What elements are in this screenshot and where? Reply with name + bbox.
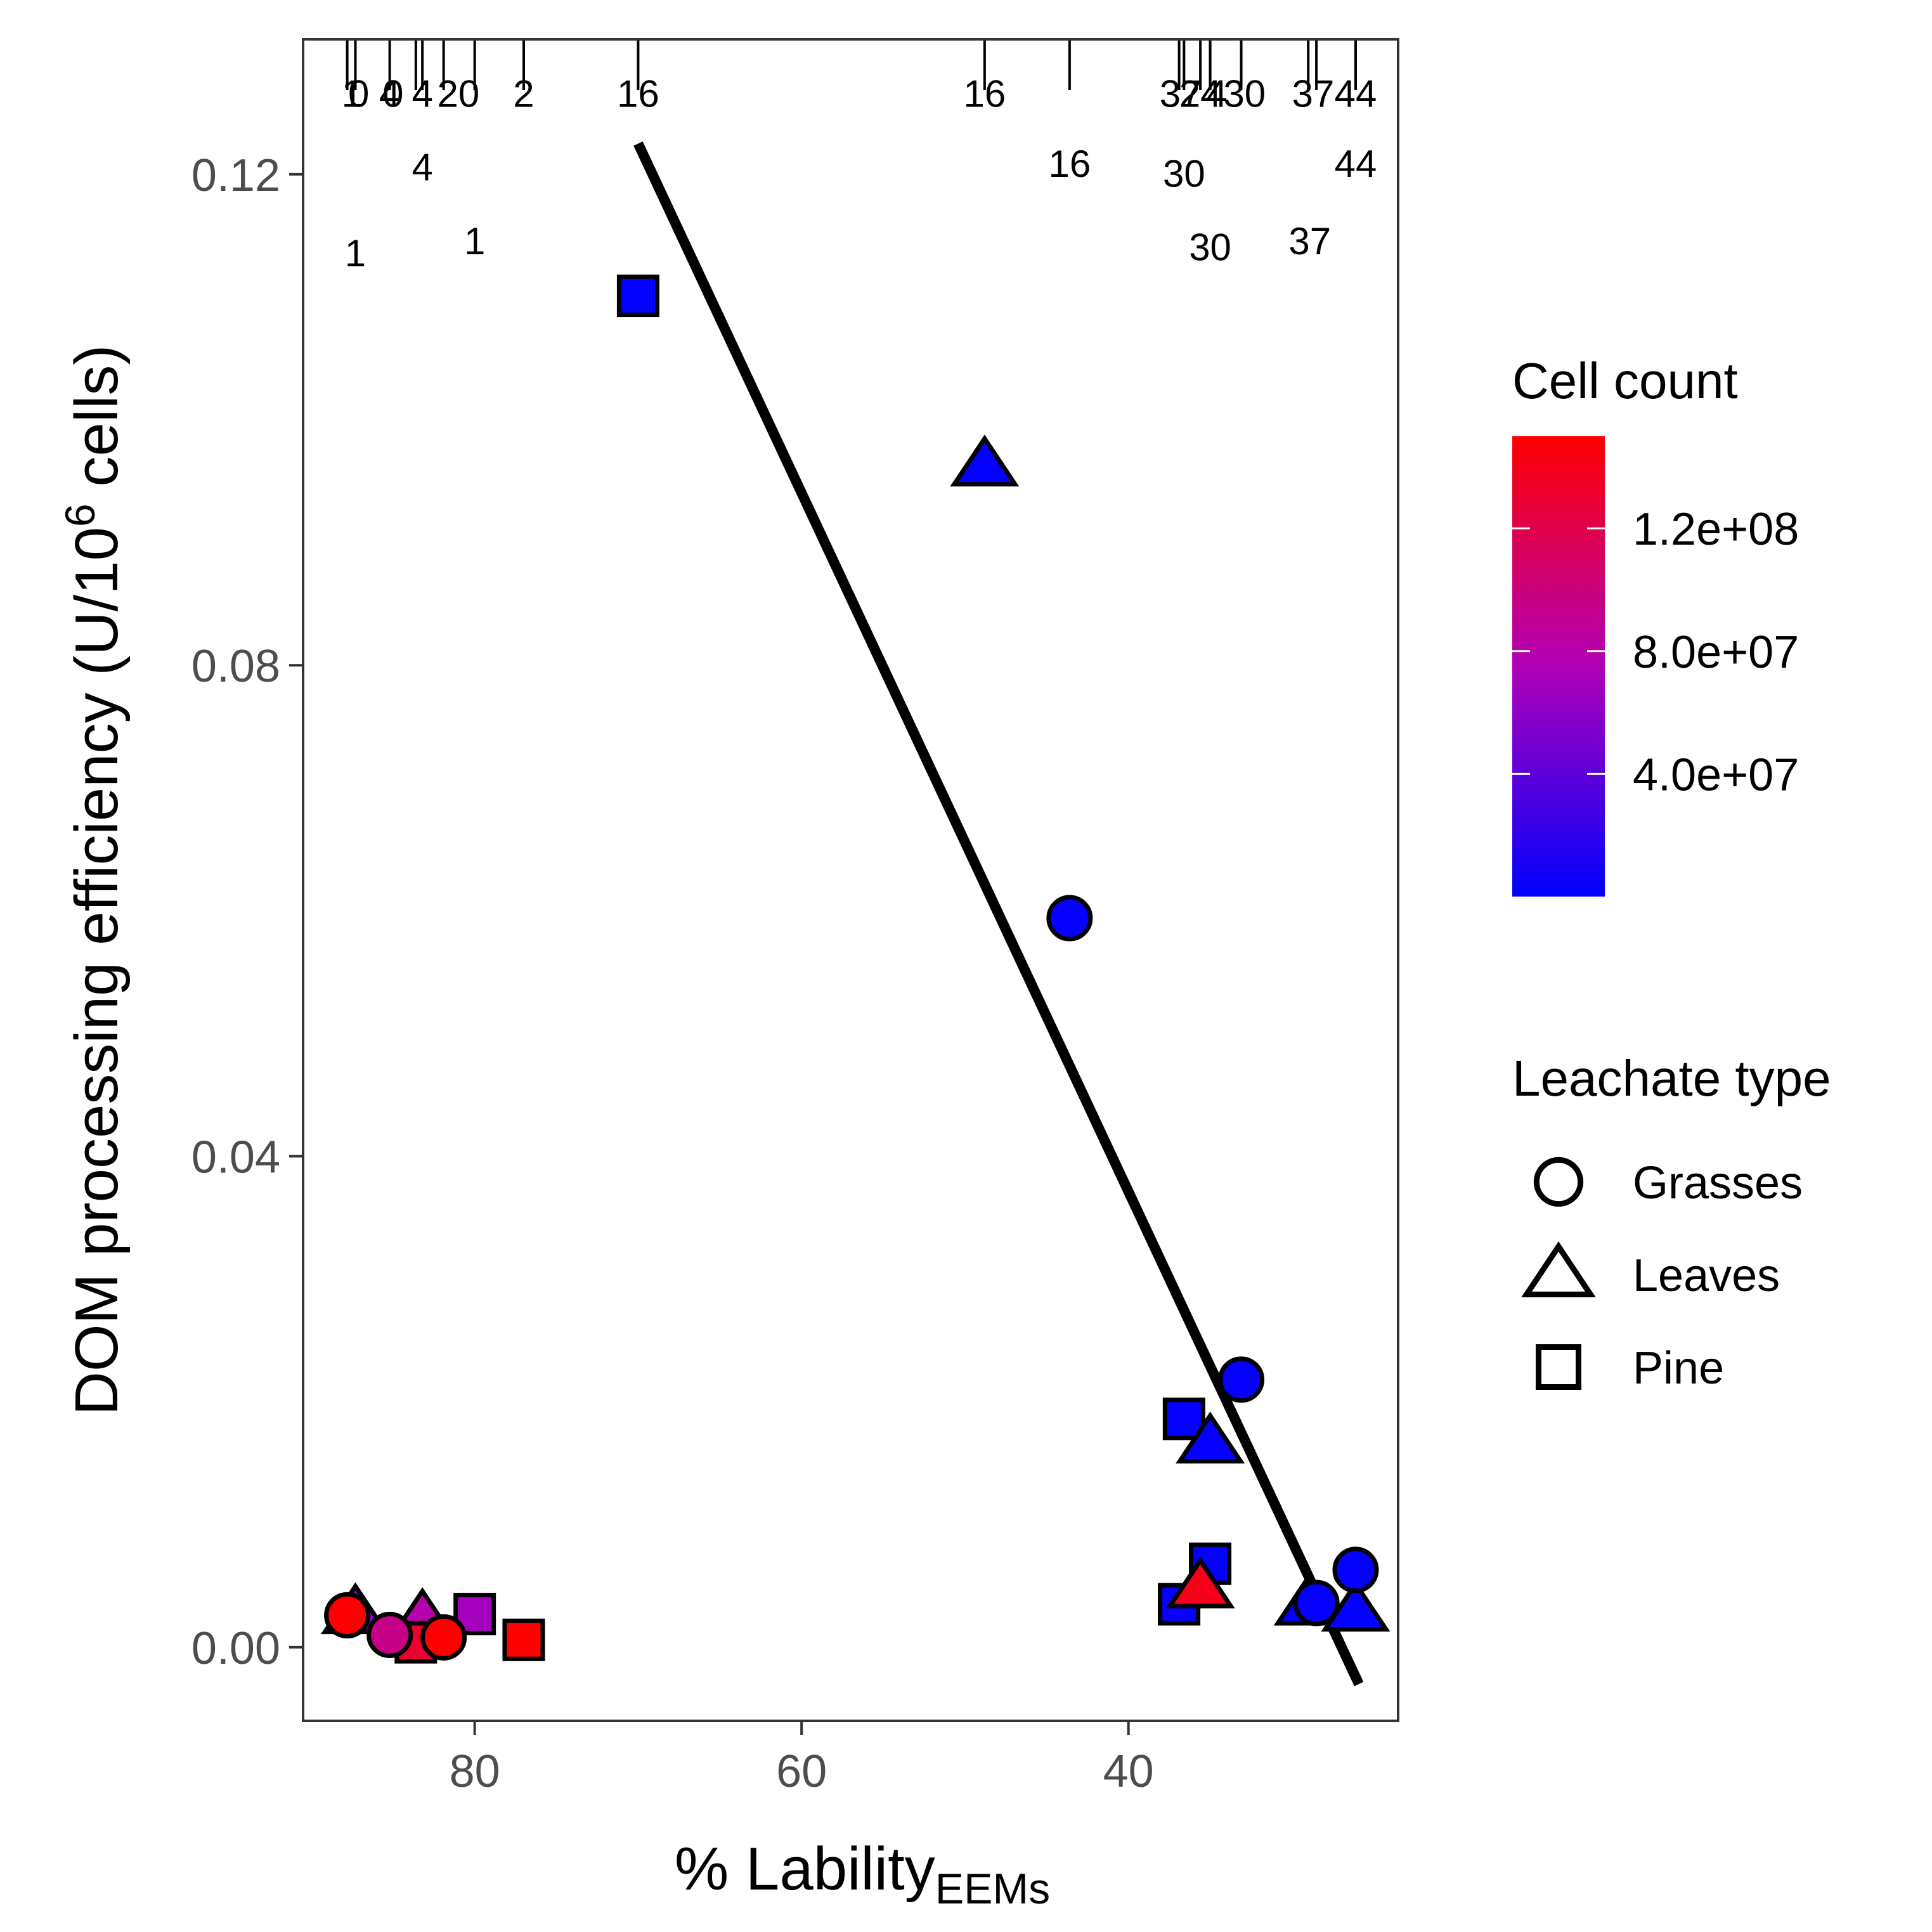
y-axis-title: DOM processing efficiency (U/106 cells) (56, 345, 131, 1416)
legend-item-label: Pine (1633, 1343, 1724, 1394)
legend-square-icon (1536, 1344, 1581, 1390)
rug-label: 24 (1179, 72, 1222, 115)
data-points (320, 275, 1391, 1664)
y-axis-tick-label: 0.12 (191, 150, 280, 201)
rug-label: 30 (1223, 72, 1266, 115)
shape-legend-items: Grasses Leaves Pine (1521, 1157, 1803, 1394)
data-point-circle (420, 1614, 467, 1661)
color-legend: Cell count 4.0e+07 8.0e+07 1.2e+08 (1512, 353, 1799, 897)
data-point-square (616, 275, 659, 318)
data-point-circle (1332, 1546, 1379, 1593)
data-point-triangle (950, 434, 1020, 487)
regression-line (633, 141, 1364, 1687)
rug-label: 30 (1189, 226, 1231, 268)
rug-label: 37 (1288, 220, 1331, 263)
data-point-circle (324, 1592, 371, 1639)
x-axis-tick-label: 80 (450, 1746, 500, 1797)
color-legend-bar (1512, 436, 1605, 897)
axes: 80 60 40 0.00 0.04 0.08 0.12 (191, 150, 1154, 1797)
rug-label: 2 (513, 72, 534, 115)
rug-label: 1 (345, 232, 366, 275)
data-point-circle (1218, 1356, 1265, 1403)
y-axis-tick-label: 0.04 (191, 1132, 280, 1183)
x-axis-tick-label: 40 (1103, 1746, 1154, 1797)
legend-item-label: Leaves (1633, 1250, 1780, 1301)
data-point-triangle (1321, 1579, 1391, 1632)
rug-label: 30 (1163, 152, 1205, 195)
color-legend-tick-label: 1.2e+08 (1633, 504, 1799, 555)
rug-label: 0 (382, 72, 403, 115)
data-point-circle (366, 1611, 413, 1658)
rug-ticks (346, 39, 1357, 90)
rug-label: 0 (348, 72, 369, 115)
data-point-triangle (1176, 1411, 1245, 1464)
color-legend-ticks: 4.0e+07 8.0e+07 1.2e+08 (1512, 504, 1799, 800)
data-point-circle (1046, 895, 1093, 942)
shape-legend-title: Leachate type (1512, 1050, 1831, 1106)
shape-legend: Leachate type Grasses Leaves Pine (1512, 1050, 1831, 1394)
rug-label: 44 (1335, 72, 1377, 115)
legend-item-label: Grasses (1633, 1158, 1803, 1209)
data-point-triangle (1165, 1556, 1235, 1609)
rug-label: 4 (1206, 72, 1227, 115)
x-axis-tick-label: 60 (776, 1746, 827, 1797)
y-axis-tick-label: 0.00 (191, 1623, 280, 1674)
x-axis-title-main: % Lability (675, 1835, 935, 1903)
y-axis-title-end: cells) (63, 345, 131, 504)
data-point-square (1162, 1397, 1205, 1441)
rug-label: 4 (412, 72, 432, 115)
color-legend-tick-label: 4.0e+07 (1633, 749, 1799, 800)
data-point-circle (1293, 1579, 1340, 1626)
rug-label: 1 (464, 220, 485, 263)
color-legend-title: Cell count (1512, 353, 1738, 409)
rug-label: 4 (379, 72, 400, 115)
y-axis-title-main: DOM processing efficiency (U/10 (63, 527, 131, 1415)
color-legend-tick-label: 8.0e+07 (1633, 627, 1799, 678)
rug-label: 20 (437, 72, 479, 115)
plot-panel-border (302, 38, 1399, 1722)
rug-label: 16 (963, 72, 1006, 115)
fit-line-layer (633, 141, 1364, 1687)
y-axis-title-superscript: 6 (56, 503, 103, 527)
rug-label: 16 (617, 72, 659, 115)
legend-circle-icon (1533, 1157, 1584, 1207)
legend-triangle-icon (1521, 1241, 1596, 1297)
x-axis-title: % LabilityEEMs (675, 1835, 1050, 1913)
rug-label: 37 (1292, 72, 1335, 115)
rug-label: 16 (1049, 143, 1091, 185)
rug-label: 4 (412, 146, 432, 189)
y-axis-tick-label: 0.08 (191, 641, 280, 692)
rug-label: 37 (1160, 72, 1202, 115)
rug-label: 44 (1335, 143, 1377, 185)
data-point-square (502, 1618, 545, 1661)
rug-label: 1 (342, 72, 363, 115)
x-axis-title-subscript: EEMs (935, 1865, 1050, 1913)
